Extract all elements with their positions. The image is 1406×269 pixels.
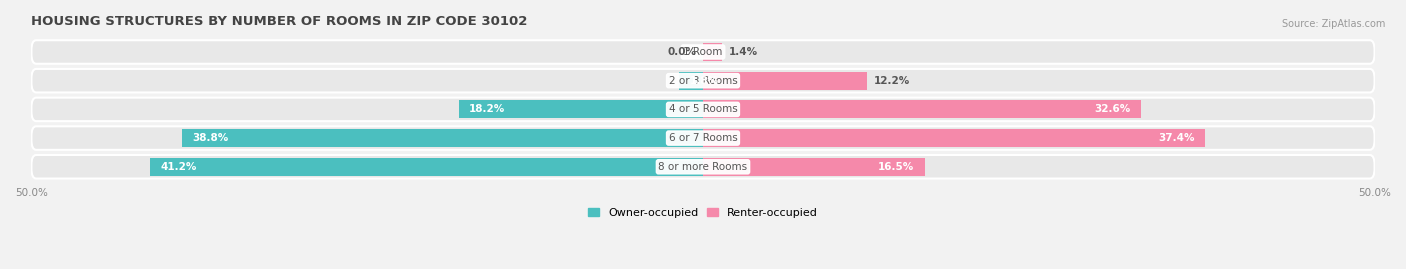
- FancyBboxPatch shape: [31, 98, 1375, 121]
- Bar: [458, 101, 703, 118]
- Text: 38.8%: 38.8%: [193, 133, 229, 143]
- Text: HOUSING STRUCTURES BY NUMBER OF ROOMS IN ZIP CODE 30102: HOUSING STRUCTURES BY NUMBER OF ROOMS IN…: [31, 15, 527, 28]
- Text: 1.4%: 1.4%: [728, 47, 758, 57]
- Text: 0.0%: 0.0%: [668, 47, 696, 57]
- FancyBboxPatch shape: [31, 40, 1375, 64]
- Bar: [703, 129, 1205, 147]
- Text: 1.8%: 1.8%: [689, 76, 718, 86]
- Text: 2 or 3 Rooms: 2 or 3 Rooms: [669, 76, 737, 86]
- Text: 1 Room: 1 Room: [683, 47, 723, 57]
- FancyBboxPatch shape: [31, 126, 1375, 150]
- FancyBboxPatch shape: [31, 155, 1375, 179]
- Text: 41.2%: 41.2%: [160, 162, 197, 172]
- Bar: [149, 158, 703, 176]
- Text: Source: ZipAtlas.com: Source: ZipAtlas.com: [1281, 19, 1385, 29]
- Bar: [679, 72, 703, 90]
- Text: 8 or more Rooms: 8 or more Rooms: [658, 162, 748, 172]
- Bar: [703, 158, 925, 176]
- Text: 16.5%: 16.5%: [877, 162, 914, 172]
- Text: 4 or 5 Rooms: 4 or 5 Rooms: [669, 104, 737, 114]
- Bar: [181, 129, 703, 147]
- Text: 32.6%: 32.6%: [1094, 104, 1130, 114]
- Text: 37.4%: 37.4%: [1159, 133, 1195, 143]
- Bar: [703, 72, 868, 90]
- Text: 6 or 7 Rooms: 6 or 7 Rooms: [669, 133, 737, 143]
- Bar: [703, 101, 1140, 118]
- Text: 12.2%: 12.2%: [873, 76, 910, 86]
- FancyBboxPatch shape: [31, 69, 1375, 93]
- Bar: [703, 43, 721, 61]
- Legend: Owner-occupied, Renter-occupied: Owner-occupied, Renter-occupied: [583, 203, 823, 222]
- Text: 18.2%: 18.2%: [470, 104, 506, 114]
